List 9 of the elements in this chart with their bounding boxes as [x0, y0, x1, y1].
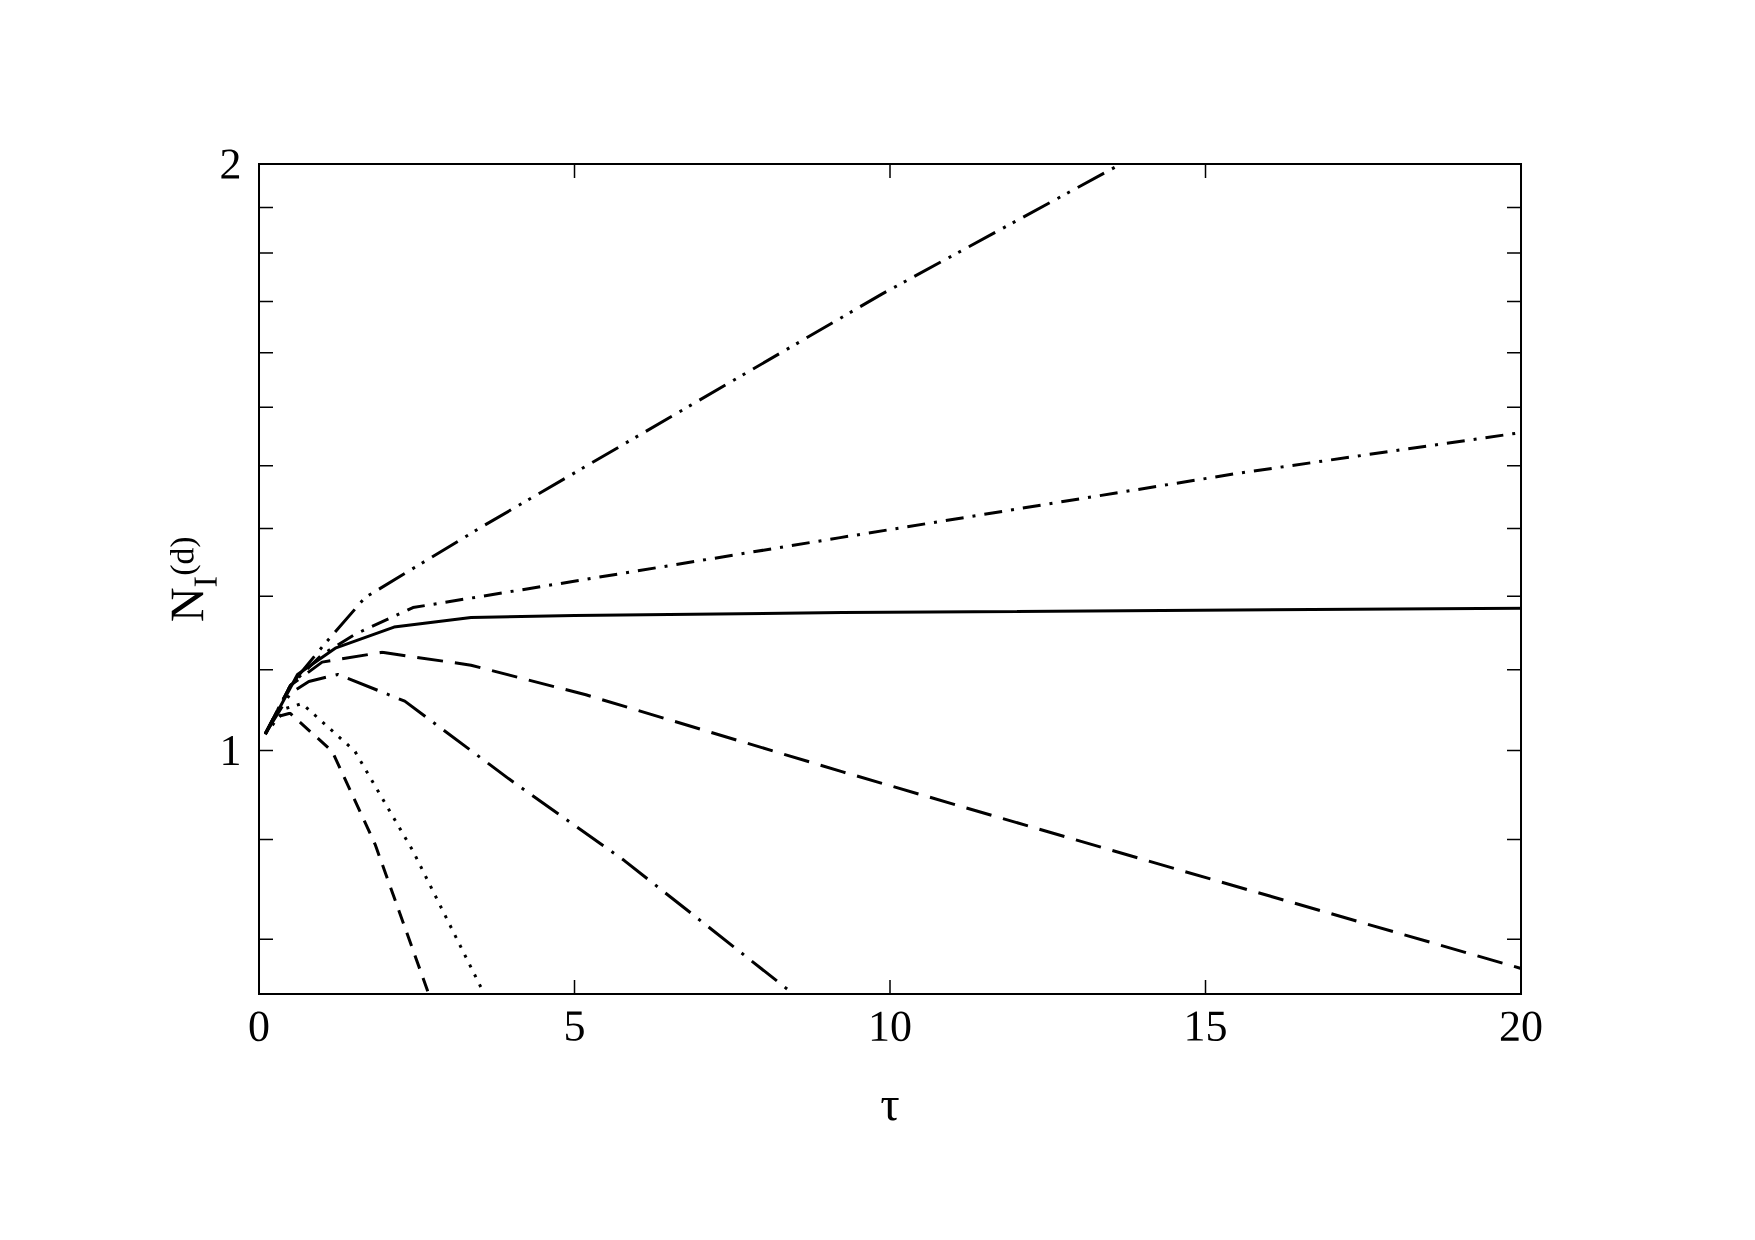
x-tick-label: 0 — [249, 1011, 269, 1042]
x-tick-label: 5 — [566, 1011, 584, 1041]
y-axis-title: N$_{I}$(d) — [170, 537, 217, 621]
x-tick-label: 15 — [1187, 1011, 1226, 1042]
x-axis-title: τ — [881, 1098, 899, 1121]
x-tick-label: 10 — [871, 1011, 911, 1042]
x-tick-label: 20 — [1500, 1011, 1542, 1042]
y-tick-label: 2 — [221, 149, 240, 179]
y-tick-label: 1 — [223, 735, 239, 765]
